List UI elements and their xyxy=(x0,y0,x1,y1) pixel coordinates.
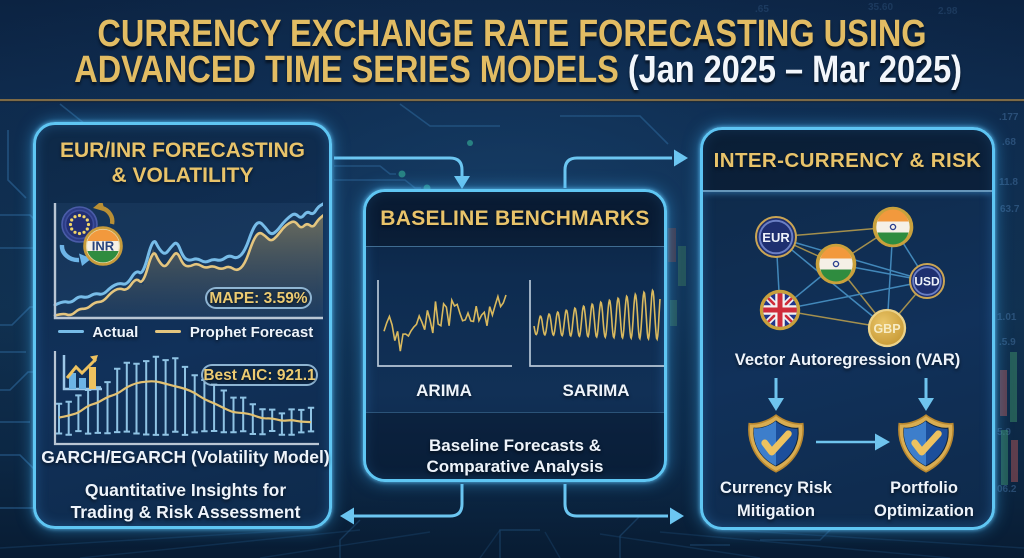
svg-text:1.01: 1.01 xyxy=(997,312,1017,323)
svg-text:INR: INR xyxy=(92,239,115,254)
svg-text:06.2: 06.2 xyxy=(997,484,1017,495)
svg-text:USD: USD xyxy=(914,275,940,289)
svg-text:.68: .68 xyxy=(1002,137,1016,148)
svg-text:EUR: EUR xyxy=(762,230,790,245)
svg-text:.65: .65 xyxy=(755,4,769,15)
svg-text:GBP: GBP xyxy=(873,322,900,336)
svg-text:11.8: 11.8 xyxy=(999,177,1018,188)
svg-text:2.98: 2.98 xyxy=(938,6,958,17)
svg-text:35.60: 35.60 xyxy=(868,2,893,13)
svg-text:63.7: 63.7 xyxy=(1000,204,1020,215)
svg-text:.177: .177 xyxy=(999,112,1019,123)
svg-text:.5.9: .5.9 xyxy=(999,337,1016,348)
